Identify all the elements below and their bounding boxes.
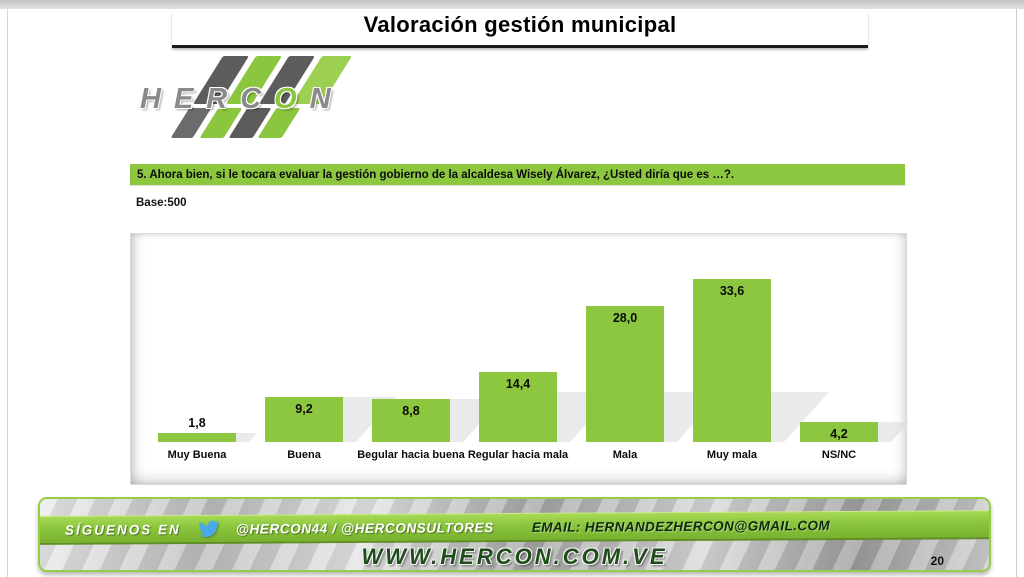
footer-social-band: SÍGUENOS EN @HERCON44 / @HERCONSULTORES … <box>40 510 989 545</box>
follow-label: SÍGUENOS EN <box>64 521 181 538</box>
bar-value-label: 8,8 <box>402 404 420 418</box>
top-strip <box>0 0 1024 9</box>
question-text: 5. Ahora bien, si le tocara evaluar la g… <box>137 168 735 181</box>
bar-category-label: Begular hacia buena <box>357 449 465 461</box>
bar-Regular hacia mala <box>479 372 557 442</box>
bar-value-label: 14,4 <box>505 377 531 391</box>
bar-value-label: 28,0 <box>612 311 638 325</box>
bar-Mala <box>586 306 664 442</box>
hercon-logo: HERCON <box>138 50 418 145</box>
page-right-border <box>1016 9 1017 577</box>
page-left-border <box>7 9 8 577</box>
bar-value-label: 4,2 <box>830 427 848 441</box>
bar-category-label: Mala <box>612 449 638 461</box>
bar-category-label: Buena <box>287 449 321 461</box>
bar-category-label: NS/NC <box>821 449 857 461</box>
bar-Begular hacia buena <box>372 399 450 442</box>
bar-NS/NC <box>800 422 878 442</box>
bar-value-label: 1,8 <box>188 416 206 430</box>
bar-Buena <box>265 397 343 442</box>
bar-category-label: Muy Buena <box>167 449 227 461</box>
logo-letter-o: O <box>274 83 310 115</box>
bar-chart: 1,8 Muy Buena 9,2 Buena 8,8 Begular hacia bue… <box>130 233 910 485</box>
bar-value-label: 33,6 <box>719 284 745 298</box>
logo-wordmark: HERCON <box>140 83 420 116</box>
website-text: WWW.HERCON.COM.VE <box>361 544 668 569</box>
bar-category-label: Muy mala <box>706 449 758 461</box>
social-handles: @HERCON44 / @HERCONSULTORES <box>235 519 494 537</box>
question-banner: 5. Ahora bien, si le tocara evaluar la g… <box>130 164 905 185</box>
page-number: 20 <box>930 554 944 568</box>
logo-text-herc: HERC <box>140 83 275 115</box>
logo-letter-n: N <box>309 83 344 115</box>
bar-category-label: Regular hacia mala <box>467 449 569 461</box>
footer-banner: SÍGUENOS EN @HERCON44 / @HERCONSULTORES … <box>38 497 991 572</box>
base-label: Base:500 <box>136 197 187 209</box>
title-underline: Valoración gestión municipal <box>172 12 868 48</box>
bar-chart-plot: 1,8 Muy Buena 9,2 Buena 8,8 Begular hacia bue… <box>131 234 910 484</box>
bar-Muy Buena <box>158 433 236 442</box>
twitter-icon <box>199 520 220 538</box>
page-title: Valoración gestión municipal <box>363 12 677 37</box>
email-text: EMAIL: HERNANDEZHERCON@GMAIL.COM <box>531 517 831 535</box>
bar-value-label: 9,2 <box>295 402 313 416</box>
bar-Muy mala <box>693 279 771 442</box>
